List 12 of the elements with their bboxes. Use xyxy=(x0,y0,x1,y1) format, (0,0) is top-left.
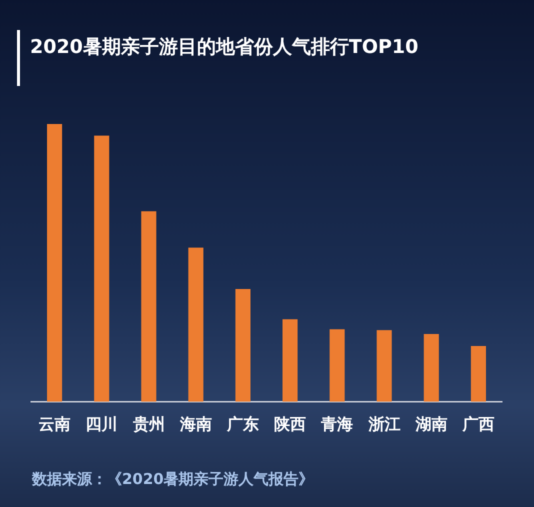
x-tick-label: 浙江 xyxy=(367,414,400,434)
x-tick-label: 湖南 xyxy=(414,414,448,434)
x-tick-label: 贵州 xyxy=(132,414,165,434)
x-tick-label: 广西 xyxy=(461,414,494,434)
x-tick-label: 广东 xyxy=(226,414,259,434)
x-tick-label: 青海 xyxy=(320,414,354,434)
x-tick-label: 海南 xyxy=(178,414,212,434)
source-note: 数据来源：《2020暑期亲子游人气报告》 xyxy=(32,470,314,489)
x-tick-label: 云南 xyxy=(38,414,71,434)
x-tick-label: 四川 xyxy=(86,414,118,434)
x-tick-label: 陕西 xyxy=(274,414,306,434)
chart-title: 2020暑期亲子游目的地省份人气排行TOP10 xyxy=(30,35,418,60)
